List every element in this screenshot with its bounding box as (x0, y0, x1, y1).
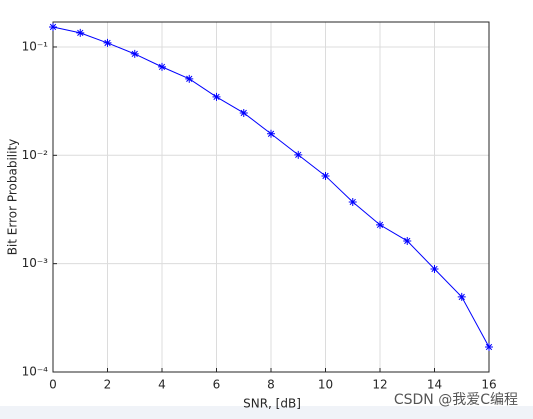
data-marker (294, 150, 303, 159)
data-marker (212, 92, 221, 101)
x-tick-label: 6 (213, 378, 221, 392)
data-marker (457, 292, 466, 301)
data-marker (376, 220, 384, 229)
y-tick-label: 10⁻³ (22, 256, 49, 270)
data-marker (430, 264, 439, 273)
data-marker (130, 49, 139, 58)
x-tick-label: 10 (318, 378, 333, 392)
watermark: CSDN @我爱C编程 (394, 392, 518, 408)
y-tick-label: 10⁻⁴ (22, 365, 49, 379)
x-tick-label: 4 (158, 378, 166, 392)
x-tick-label: 16 (481, 378, 496, 392)
y-axis-label: Bit Error Probability (6, 139, 20, 256)
data-marker (403, 236, 412, 245)
axes-box (52, 21, 490, 373)
data-marker (76, 28, 85, 37)
data-marker (158, 62, 166, 71)
x-tick-label: 8 (267, 378, 275, 392)
x-tick-label: 12 (372, 378, 387, 392)
data-marker (103, 38, 112, 47)
y-tick-label: 10⁻² (22, 148, 49, 162)
x-tick-label: 14 (427, 378, 442, 392)
data-marker (239, 108, 248, 117)
data-marker (185, 74, 194, 83)
data-marker (49, 22, 57, 31)
y-tick-label: 10⁻¹ (22, 39, 49, 53)
x-axis-label: SNR, [dB] (243, 397, 301, 411)
bottom-strip (0, 406, 533, 419)
data-marker (267, 129, 275, 138)
x-tick-label: 0 (49, 378, 57, 392)
data-marker (348, 197, 357, 206)
data-marker (321, 171, 330, 180)
x-tick-label: 2 (104, 378, 112, 392)
data-marker (485, 343, 493, 352)
